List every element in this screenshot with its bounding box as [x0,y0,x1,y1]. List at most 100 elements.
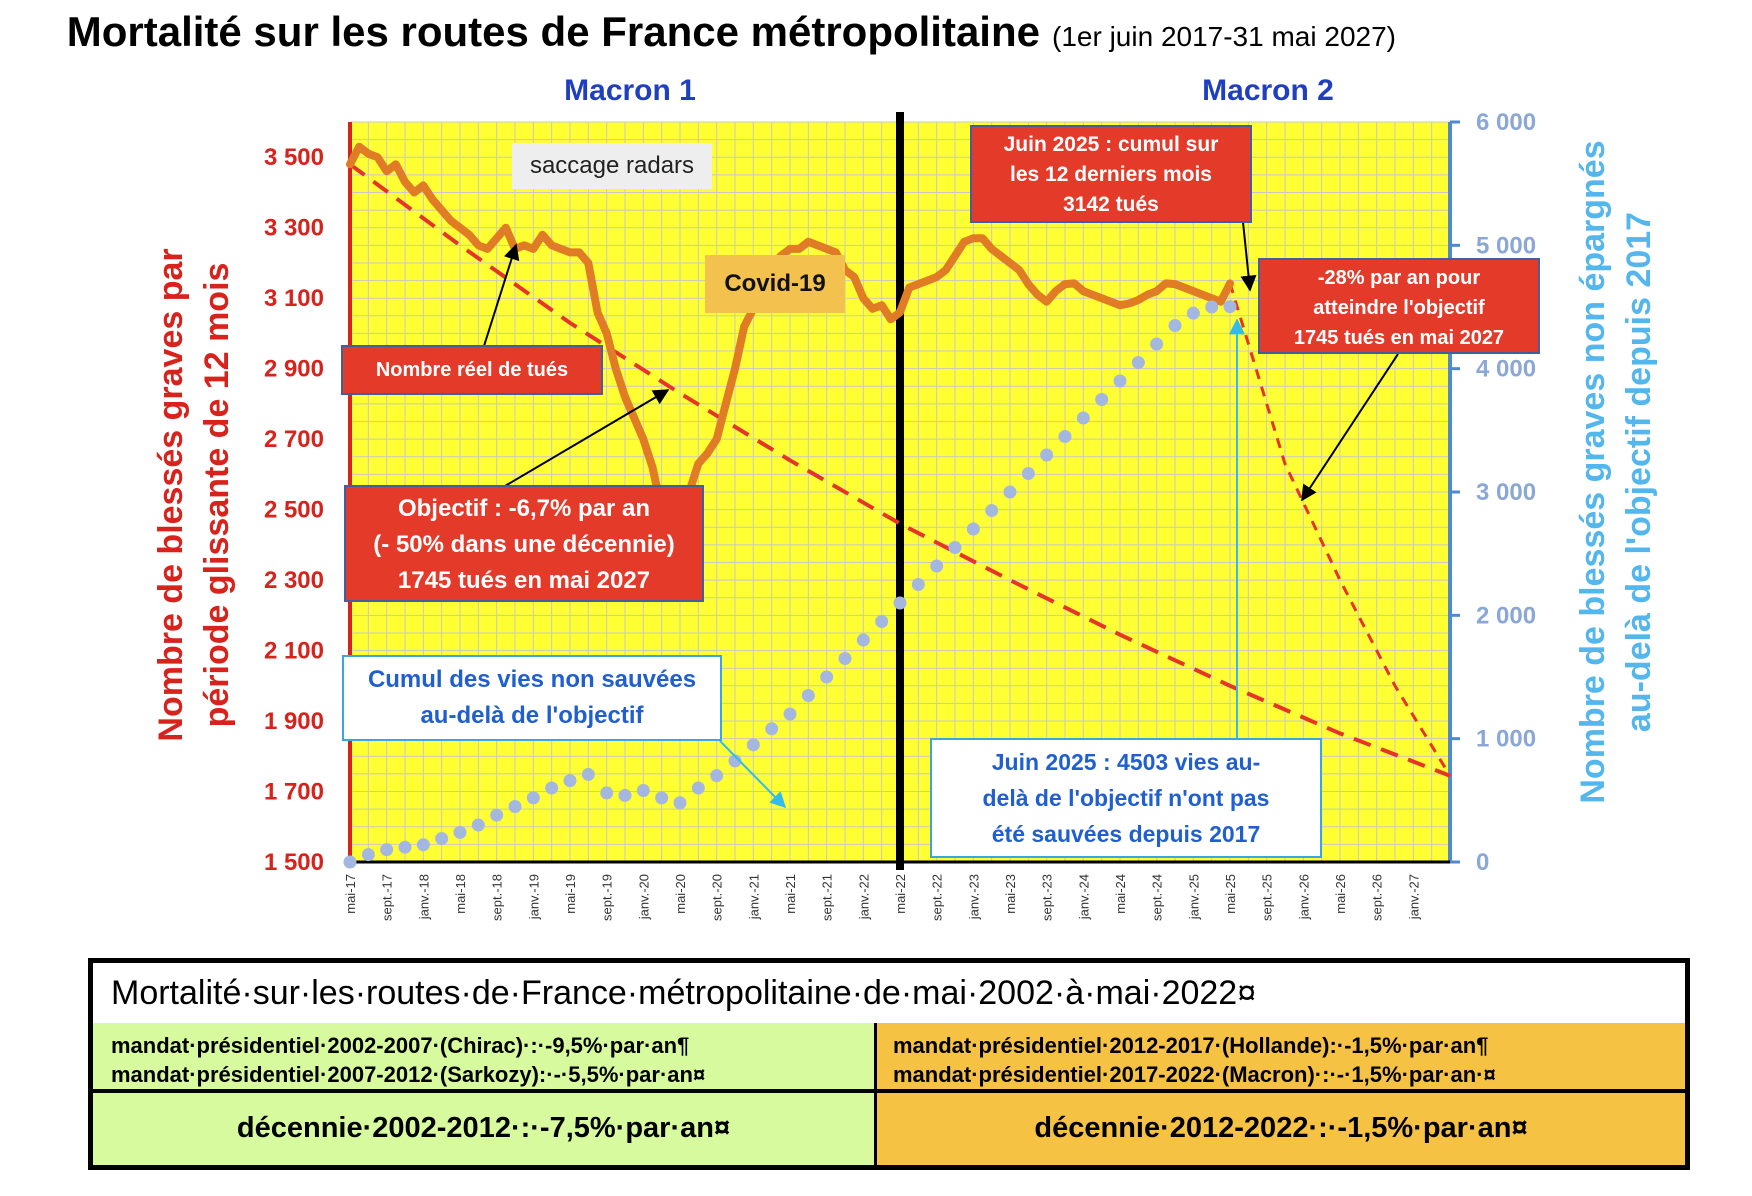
y-left-label-line1: Nombre de blessés graves par [152,248,190,741]
x-tick-label: sept.-19 [600,874,615,921]
arrow-cumul [719,740,787,809]
cumulative-point [526,791,540,805]
annotation-cumul-line1: Cumul des vies non sauvées [367,666,697,693]
cumulative-point [893,596,907,610]
cumulative-point [820,670,834,684]
annotation-arrows [483,221,1399,809]
cumulative-point [710,769,724,783]
annotation-objectif-line3: 1745 tués en mai 2027 [397,567,651,594]
x-tick-label: janv.-27 [1406,874,1421,920]
cumulative-point [1003,485,1017,499]
cumulative-point [1223,300,1237,314]
summary-right-line1: mandat·présidentiel·2012-2017·(Hollande)… [893,1033,1489,1058]
y-right-ticks: 0 1 000 2 000 3 000 4 000 5 000 6 000 [1450,109,1536,876]
cumulative-point [416,838,430,852]
annotation-juin-vies-line3: été sauvées depuis 2017 [991,821,1261,847]
cumulative-point [783,707,797,721]
cumulative-point [453,825,467,839]
arrow-objectif [504,389,670,487]
annotation-rate-line1: -28% par an pour [1317,267,1481,289]
cumulative-point [911,578,925,591]
summary-left-decade-text: décennie·2002-2012·:·-7,5%·par·an¤ [236,1112,731,1144]
annotation-juin-cumul-line1: Juin 2025 : cumul sur [1003,133,1219,156]
y-left-tick-label: 3 100 [264,285,324,312]
cumulative-point [435,832,449,846]
series [343,142,1452,869]
arrow-reel [483,243,520,347]
x-tick-label: janv.-19 [526,874,541,920]
annotation-juin-vies-line1: Juin 2025 : 4503 vies au- [991,749,1261,775]
cumulative-point [1131,356,1145,369]
cumulative-point [636,783,650,797]
x-tick-label: sept.-20 [710,874,725,921]
cumulative-point [1058,430,1072,443]
cumulative-point [1040,448,1054,462]
y-right-label-line2: au-delà de l'objectif depuis 2017 [1620,212,1658,732]
x-tick-label: sept.-21 [820,874,835,921]
cumulative-point [856,633,870,647]
annotation-juin-vies: Juin 2025 : 4503 vies au- delà de l'obje… [930,738,1322,858]
x-tick-label: janv.-25 [1186,874,1201,920]
cumulative-point [1186,306,1200,320]
x-tick-label: mai-20 [673,874,688,914]
cumulative-point [765,722,779,736]
cumulative-point [508,800,522,813]
cumulative-point [343,855,357,869]
annotation-covid: Covid-19 [705,255,845,313]
actual-deaths-line [346,142,1234,539]
cumulative-point [1021,467,1035,480]
x-tick-label: sept.-23 [1040,874,1055,921]
rate-28-line [1228,282,1452,777]
arrow-juin-cumul [1240,221,1257,292]
x-tick-label: janv.-24 [1076,874,1091,920]
annotation-juin-cumul-line3: 3142 tués [1063,193,1159,216]
cumulative-point [490,808,504,822]
cumulative-point [545,781,559,795]
annotation-juin-vies-line2: delà de l'objectif n'ont pas [982,785,1270,811]
annotation-covid-text: Covid-19 [724,270,826,297]
y-left-tick-label: 2 700 [264,426,324,453]
annotation-objectif-line1: Objectif : -6,7% par an [397,495,651,522]
y-left-tick-label: 1 700 [264,779,324,806]
annotation-juin-cumul-line2: les 12 derniers mois [1010,163,1212,186]
cumulative-point [1113,374,1127,388]
cumulative-point [581,767,595,781]
cumulative-point [471,818,485,832]
cumulative-point [600,786,614,800]
cumulative-point [966,522,980,536]
x-tick-label: mai-26 [1333,874,1348,914]
x-tick-label: mai-19 [563,874,578,914]
cumulative-point [801,689,815,702]
x-tick-label: mai-23 [1003,874,1018,914]
x-tick-label: sept.-26 [1370,874,1385,921]
y-left-tick-label: 2 900 [264,356,324,383]
annotation-saccage: saccage radars [512,143,712,189]
y-right-tick-label: 6 000 [1476,109,1536,136]
x-tick-label: mai-25 [1223,874,1238,914]
summary-right-line2: mandat·présidentiel·2017-2022·(Macron)·:… [893,1062,1496,1087]
cumulative-point [1205,300,1219,314]
y-right-label-line1: Nombre de blessés graves non épargnés [1574,140,1612,803]
annotation-rate-line3: 1745 tués en mai 2027 [1293,327,1505,349]
y-left-tick-label: 2 500 [264,497,324,524]
x-tick-label: janv.-22 [856,874,871,920]
cumulative-point [746,738,760,752]
x-tick-label: sept.-24 [1150,874,1165,921]
cumulative-point [1150,337,1164,351]
y-left-tick-label: 1 900 [264,708,324,735]
y-left-tick-label: 2 300 [264,567,324,594]
y-left-tick-label: 1 500 [264,849,324,876]
x-tick-label: mai-22 [893,874,908,914]
x-ticks: mai-17 sept.-17 janv.-18 mai-18 sept.-18 janv… [343,874,1421,921]
y-left-tick-label: 3 500 [264,144,324,171]
y-left-label-line2: période glissante de 12 mois [198,263,236,728]
summary-left-mandates: mandat·présidentiel·2002-2007·(Chirac)·:… [93,1023,877,1093]
cumulative-point [691,781,705,795]
annotation-reel-text: Nombre réel de tués [375,359,569,381]
chart-title-period: (1er juin 2017-31 mai 2027) [1052,21,1396,52]
summary-left-decade: décennie·2002-2012·:·-7,5%·par·an¤ [93,1093,877,1165]
annotation-rate: -28% par an pour atteindre l'objectif 17… [1258,258,1540,354]
summary-right-decade-text: décennie·2012-2022·:·-1,5%·par·an¤ [1034,1112,1528,1144]
cumulative-point [930,559,944,573]
y-left-tick-label: 3 300 [264,215,324,242]
